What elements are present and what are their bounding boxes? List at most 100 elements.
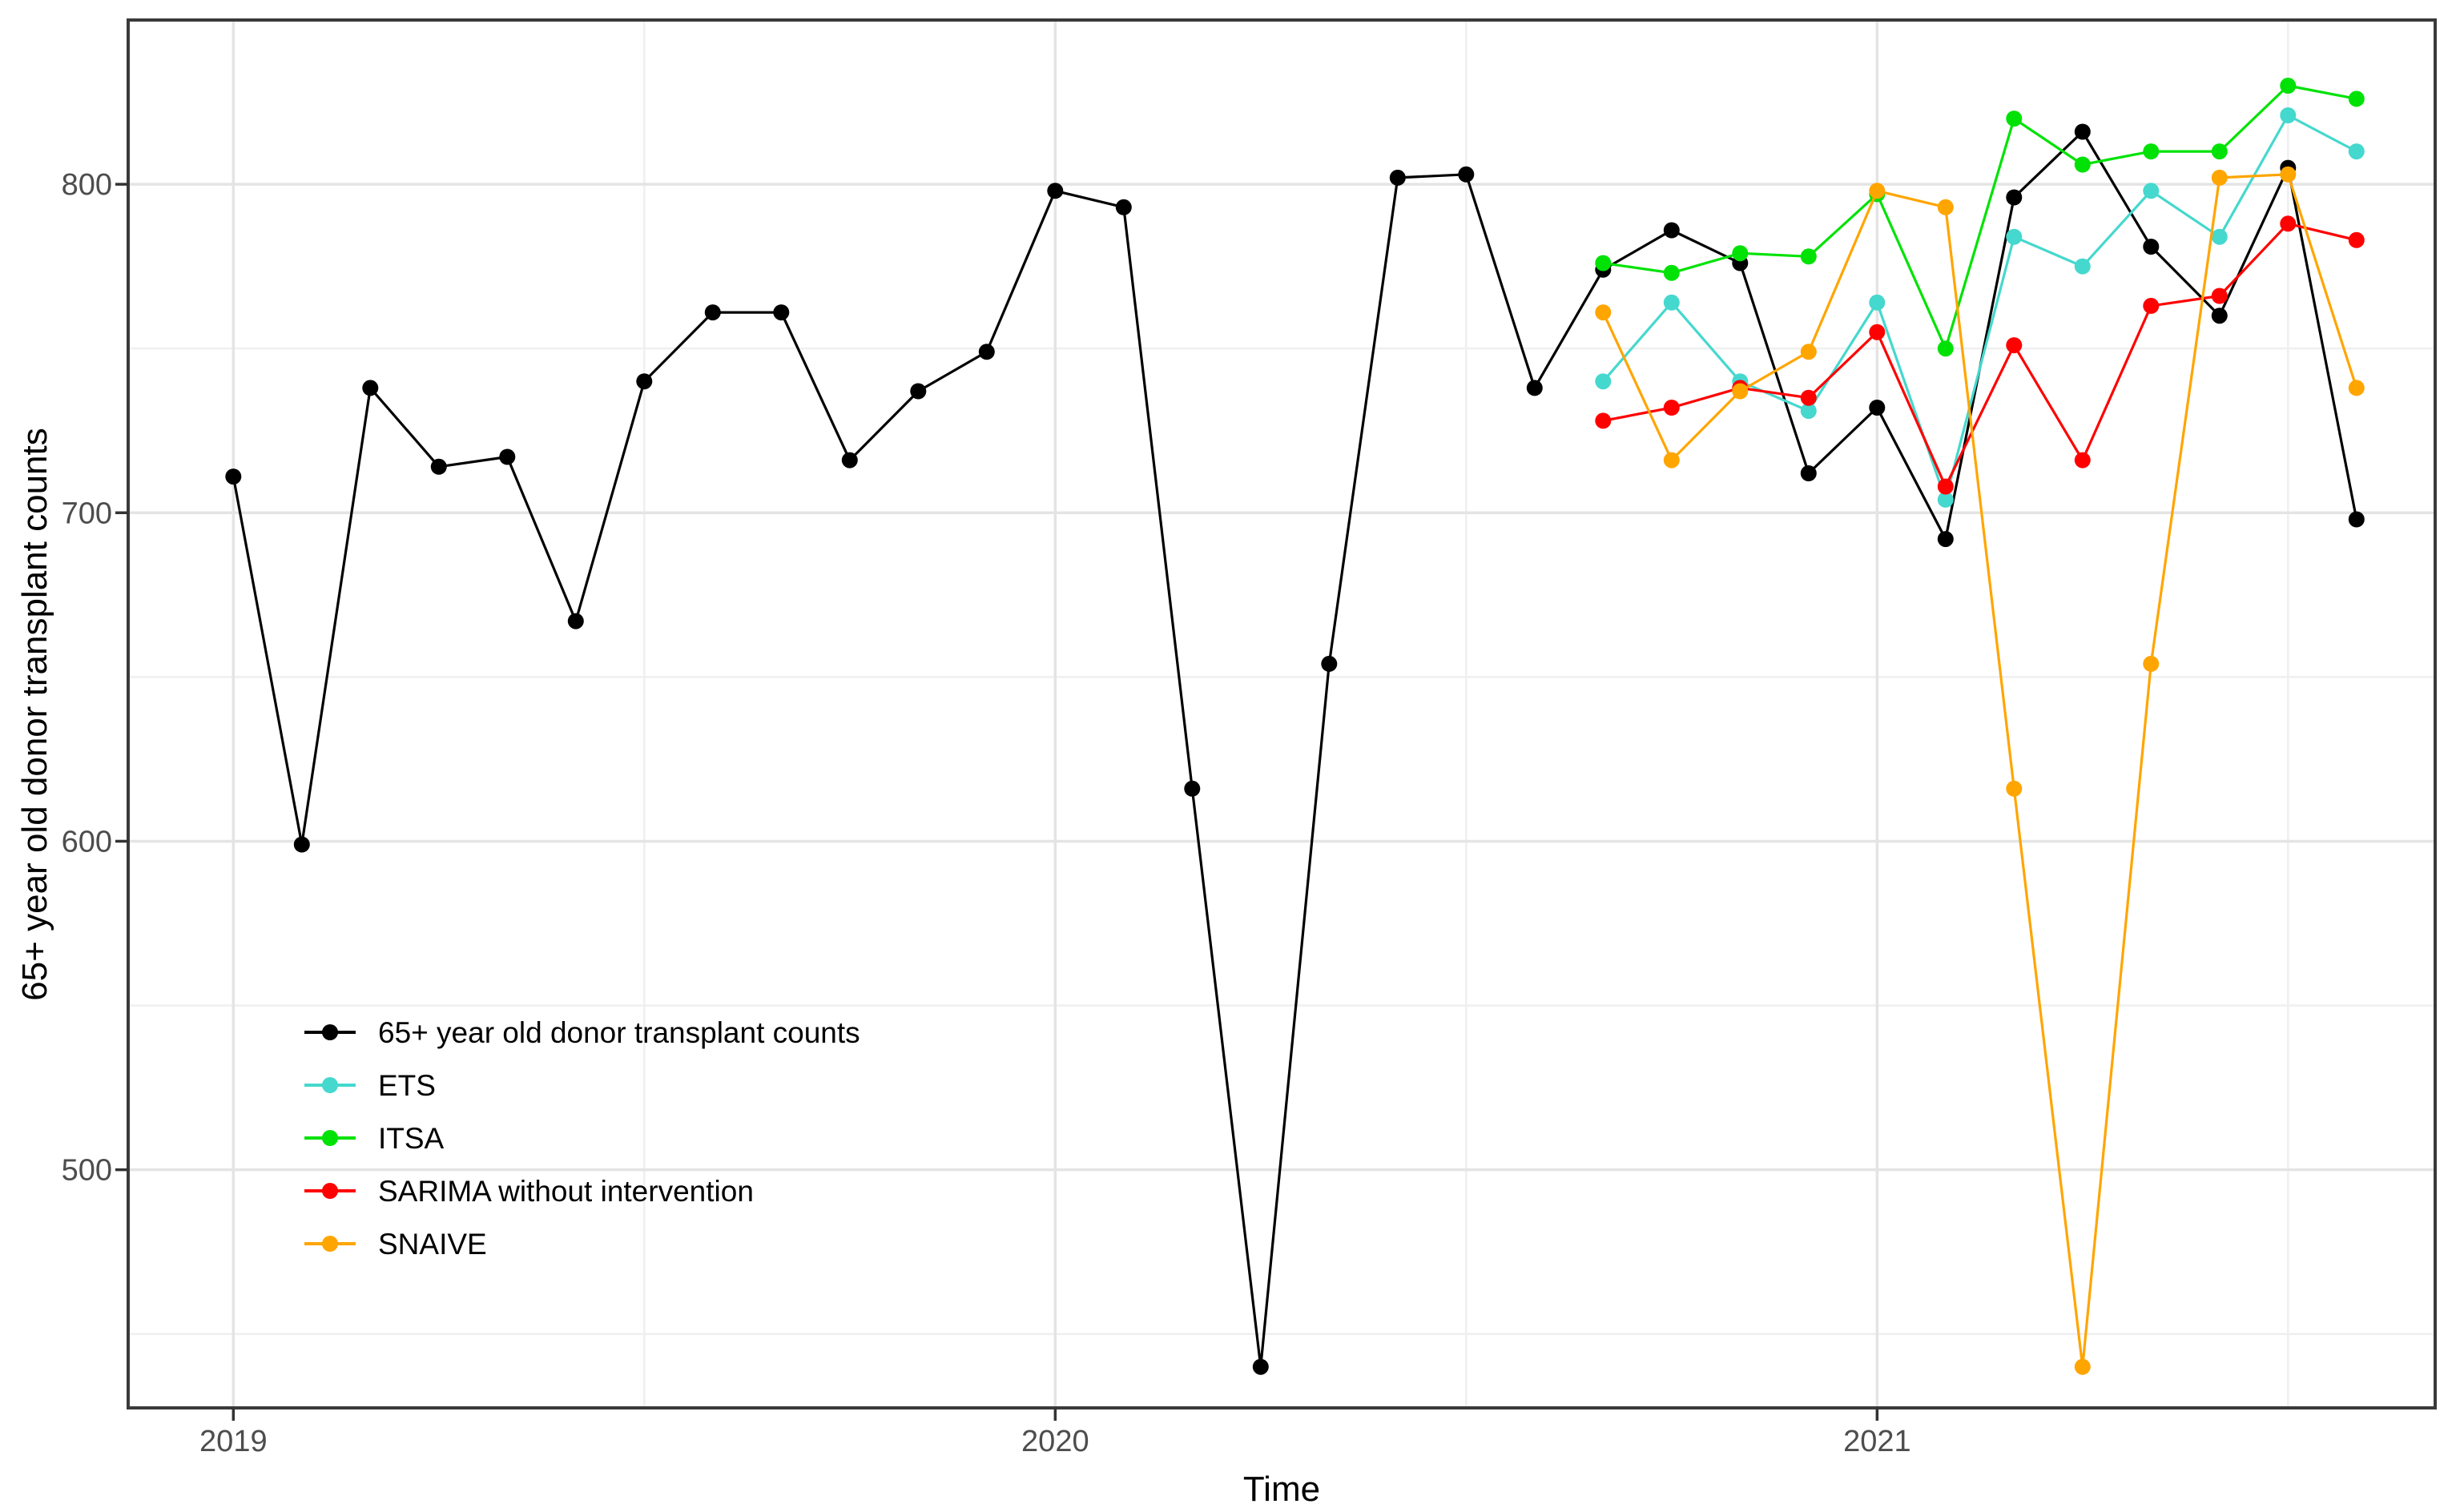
legend-key-point-sarima-without-intervention	[322, 1183, 338, 1199]
data-point-65+-year-old-donor-transplant-counts-27	[2074, 123, 2091, 140]
data-point-65+-year-old-donor-transplant-counts-28	[2143, 239, 2160, 255]
data-point-65+-year-old-donor-transplant-counts-24	[1869, 400, 1886, 416]
data-point-sarima-without-intervention-5	[1937, 478, 1954, 495]
chart-layer: 2019 2020 2021 500 600 700 800 65+ year old don…	[62, 18, 2437, 1458]
data-point-snaive-3	[1800, 344, 1817, 360]
data-point-65+-year-old-donor-transplant-counts-8	[773, 304, 790, 321]
legend-key-point-itsa	[322, 1130, 338, 1146]
data-point-itsa-3	[1800, 248, 1817, 265]
legend-label-sarima-without-intervention: SARIMA without intervention	[378, 1175, 754, 1208]
data-point-sarima-without-intervention-10	[2280, 215, 2297, 232]
legend-key-point-snaive	[322, 1236, 338, 1252]
series-line-ets	[1602, 114, 2357, 501]
x-tick-label-2020: 2020	[1021, 1425, 1089, 1458]
data-point-ets-7	[2074, 258, 2091, 275]
data-point-ets-4	[1869, 294, 1886, 311]
y-tick-label-700: 700	[62, 497, 112, 530]
data-point-ets-5	[1937, 491, 1954, 508]
data-point-itsa-6	[2006, 111, 2023, 127]
data-point-65+-year-old-donor-transplant-counts-3	[430, 458, 447, 475]
data-point-itsa-9	[2211, 143, 2228, 160]
data-point-snaive-6	[2006, 780, 2023, 797]
data-point-itsa-8	[2143, 143, 2160, 160]
data-point-65+-year-old-donor-transplant-counts-1	[293, 836, 310, 853]
data-point-sarima-without-intervention-0	[1595, 412, 1612, 429]
legend-label-65+-year-old-donor-transplant-counts: 65+ year old donor transplant counts	[378, 1016, 860, 1049]
data-point-65+-year-old-donor-transplant-counts-10	[910, 383, 927, 400]
data-point-itsa-1	[1663, 264, 1680, 281]
data-point-65+-year-old-donor-transplant-counts-2	[362, 380, 379, 396]
series-line-snaive	[1601, 173, 2358, 1369]
data-point-65+-year-old-donor-transplant-counts-21	[1663, 222, 1680, 239]
data-point-65+-year-old-donor-transplant-counts-19	[1526, 380, 1543, 396]
data-point-65+-year-old-donor-transplant-counts-6	[636, 373, 653, 390]
data-point-sarima-without-intervention-4	[1869, 324, 1886, 340]
series-line-itsa	[1603, 84, 2357, 350]
data-point-65+-year-old-donor-transplant-counts-7	[704, 304, 721, 321]
legend-label-itsa: ITSA	[378, 1122, 445, 1155]
data-point-ets-3	[1800, 403, 1817, 420]
data-point-ets-9	[2211, 228, 2228, 245]
data-point-sarima-without-intervention-7	[2074, 452, 2091, 468]
data-point-snaive-9	[2211, 169, 2228, 186]
y-tick-label-600: 600	[62, 825, 112, 859]
x-axis-title: Time	[1243, 1470, 1320, 1509]
data-point-itsa-10	[2280, 78, 2297, 94]
data-point-itsa-0	[1595, 255, 1612, 271]
data-point-itsa-7	[2074, 156, 2091, 173]
series-line-65+-year-old-donor-transplant-counts	[232, 130, 2358, 1369]
data-point-65+-year-old-donor-transplant-counts-9	[841, 452, 858, 468]
data-point-snaive-10	[2280, 166, 2297, 183]
data-point-65+-year-old-donor-transplant-counts-12	[1047, 183, 1064, 199]
data-point-snaive-0	[1595, 304, 1612, 321]
x-tick-label-2019: 2019	[199, 1425, 268, 1458]
data-point-65+-year-old-donor-transplant-counts-13	[1115, 199, 1132, 215]
data-point-snaive-11	[2348, 380, 2365, 396]
data-point-65+-year-old-donor-transplant-counts-26	[2006, 189, 2023, 206]
data-point-65+-year-old-donor-transplant-counts-14	[1184, 780, 1201, 797]
y-tick-label-500: 500	[62, 1154, 112, 1188]
data-point-ets-0	[1595, 373, 1612, 390]
data-point-65+-year-old-donor-transplant-counts-31	[2348, 511, 2365, 528]
legend-key-point-65+-year-old-donor-transplant-counts	[322, 1024, 338, 1040]
data-point-snaive-5	[1937, 199, 1954, 215]
data-point-sarima-without-intervention-6	[2006, 337, 2023, 354]
data-point-ets-8	[2143, 183, 2160, 199]
data-point-itsa-2	[1732, 245, 1749, 262]
data-point-snaive-4	[1869, 183, 1886, 199]
data-point-ets-11	[2348, 143, 2365, 160]
x-tick-label-2021: 2021	[1843, 1425, 1911, 1458]
legend-key-point-ets	[322, 1077, 338, 1093]
data-point-65+-year-old-donor-transplant-counts-0	[225, 468, 242, 485]
panel-border	[127, 18, 2437, 1409]
data-point-65+-year-old-donor-transplant-counts-25	[1937, 531, 1954, 548]
y-axis-title: 65+ year old donor transplant counts	[15, 428, 54, 1000]
data-point-ets-10	[2280, 107, 2297, 123]
data-point-snaive-8	[2143, 655, 2160, 672]
data-point-ets-1	[1663, 294, 1680, 311]
data-point-ets-6	[2006, 228, 2023, 245]
data-point-65+-year-old-donor-transplant-counts-4	[499, 448, 516, 465]
data-point-sarima-without-intervention-11	[2348, 231, 2365, 248]
y-tick-label-800: 800	[62, 168, 112, 202]
data-point-sarima-without-intervention-8	[2143, 297, 2160, 314]
series-line-sarima-without-intervention	[1602, 222, 2357, 489]
data-point-sarima-without-intervention-9	[2211, 288, 2228, 304]
data-point-sarima-without-intervention-3	[1800, 389, 1817, 406]
data-point-itsa-5	[1937, 340, 1954, 357]
data-point-65+-year-old-donor-transplant-counts-16	[1321, 655, 1338, 672]
data-point-65+-year-old-donor-transplant-counts-29	[2211, 308, 2228, 324]
data-point-65+-year-old-donor-transplant-counts-11	[978, 344, 995, 360]
data-point-snaive-7	[2074, 1358, 2091, 1375]
legend-label-ets: ETS	[378, 1069, 436, 1102]
data-point-65+-year-old-donor-transplant-counts-18	[1458, 166, 1475, 183]
data-point-65+-year-old-donor-transplant-counts-17	[1389, 169, 1406, 186]
legend-label-snaive: SNAIVE	[378, 1228, 487, 1261]
data-point-65+-year-old-donor-transplant-counts-5	[567, 613, 584, 629]
data-point-snaive-2	[1732, 383, 1749, 400]
data-point-65+-year-old-donor-transplant-counts-15	[1252, 1358, 1269, 1375]
data-point-65+-year-old-donor-transplant-counts-23	[1800, 465, 1817, 481]
data-point-snaive-1	[1663, 452, 1680, 468]
